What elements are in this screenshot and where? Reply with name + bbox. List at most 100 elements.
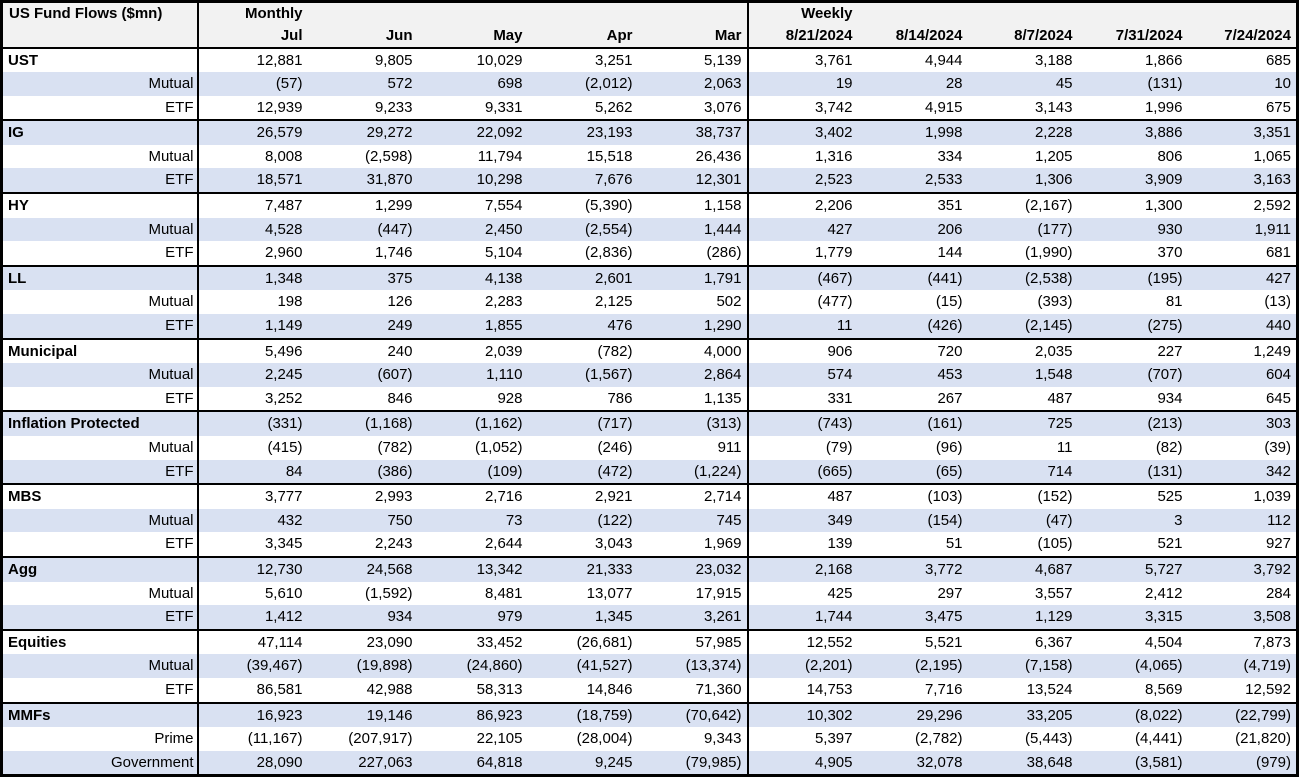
cell-ll-mutual-mar: 502	[637, 290, 749, 315]
cell-municipal-mutual-jun: (607)	[307, 363, 418, 387]
row-ust-mutual: Mutual (57) 572 698 (2,012) 2,063 19 28 45 (131) 1…	[1, 72, 1298, 96]
cell-hy-mutual-8-7-2024: (177)	[967, 217, 1078, 242]
row-hy-etf: ETF 2,960 1,746 5,104 (2,836) (286) 1,779 144 (1…	[1, 241, 1298, 266]
cell-inflation-protected-8-14-2024: (161)	[857, 410, 968, 436]
cell-ll-etf-8-7-2024: (2,145)	[967, 314, 1078, 339]
cell-ust-mutual-jun: 572	[307, 72, 418, 96]
column-header-7-24-2024: 7/24/2024	[1187, 24, 1298, 49]
cell-ig-etf-mar: 12,301	[637, 168, 749, 194]
cell-ust-jun: 9,805	[307, 46, 418, 73]
cell-ll-mutual-7-31-2024: 81	[1077, 290, 1188, 315]
cell-ust-mutual-apr: (2,012)	[527, 72, 638, 96]
cell-ig-etf-8-7-2024: 1,306	[967, 168, 1078, 194]
cell-agg-mar: 23,032	[637, 555, 749, 582]
cell-equities-8-14-2024: 5,521	[857, 628, 968, 655]
cell-inflation-protected-jun: (1,168)	[307, 410, 418, 436]
cell-mmfs-government-7-31-2024: (3,581)	[1077, 750, 1188, 776]
row-hy: HY 7,487 1,299 7,554 (5,390) 1,158 2,206 351 (2,…	[1, 192, 1298, 218]
cell-ll-8-14-2024: (441)	[857, 264, 968, 291]
cell-hy-etf-apr: (2,836)	[527, 241, 638, 266]
cell-mmfs-prime-8-14-2024: (2,782)	[857, 727, 968, 751]
cell-hy-etf-may: 5,104	[417, 241, 528, 266]
cell-ust-mutual-7-31-2024: (131)	[1077, 72, 1188, 96]
cell-ust-etf-jul: 12,939	[197, 95, 308, 121]
cell-ll-7-24-2024: 427	[1187, 264, 1298, 291]
column-header-jul: Jul	[197, 24, 308, 49]
row-label-ig-mutual: Mutual	[1, 144, 199, 169]
cell-inflation-protected-mutual-jul: (415)	[197, 436, 308, 460]
cell-hy-7-24-2024: 2,592	[1187, 192, 1298, 218]
cell-mmfs-government-8-21-2024: 4,905	[747, 750, 858, 776]
header-spacer	[417, 1, 528, 25]
cell-ll-mutual-may: 2,283	[417, 290, 528, 315]
cell-mbs-etf-jun: 2,243	[307, 532, 418, 557]
cell-agg-mutual-8-14-2024: 297	[857, 581, 968, 606]
cell-inflation-protected-mutual-mar: 911	[637, 436, 749, 460]
cell-mbs-etf-7-24-2024: 927	[1187, 532, 1298, 557]
cell-inflation-protected-jul: (331)	[197, 410, 308, 436]
cell-hy-etf-8-21-2024: 1,779	[747, 241, 858, 266]
cell-mmfs-government-apr: 9,245	[527, 750, 638, 776]
column-header-8-7-2024: 8/7/2024	[967, 24, 1078, 49]
cell-hy-apr: (5,390)	[527, 192, 638, 218]
row-label-mmfs: MMFs	[1, 701, 199, 728]
cell-agg-mutual-mar: 17,915	[637, 581, 749, 606]
cell-mbs-mutual-7-24-2024: 112	[1187, 508, 1298, 533]
cell-ll-etf-8-14-2024: (426)	[857, 314, 968, 339]
row-ig: IG 26,579 29,272 22,092 23,193 38,737 3,402 1,9…	[1, 119, 1298, 145]
cell-ust-mutual-may: 698	[417, 72, 528, 96]
cell-ig-mutual-8-21-2024: 1,316	[747, 144, 858, 169]
row-ust: UST 12,881 9,805 10,029 3,251 5,139 3,761 4,944…	[1, 46, 1298, 73]
cell-ust-mutual-8-7-2024: 45	[967, 72, 1078, 96]
cell-equities-7-31-2024: 4,504	[1077, 628, 1188, 655]
cell-equities-mutual-apr: (41,527)	[527, 654, 638, 678]
cell-hy-8-7-2024: (2,167)	[967, 192, 1078, 218]
row-label-equities: Equities	[1, 628, 199, 655]
cell-inflation-protected-mutual-8-21-2024: (79)	[747, 436, 858, 460]
cell-inflation-protected-etf-7-24-2024: 342	[1187, 459, 1298, 485]
cell-ust-etf-mar: 3,076	[637, 95, 749, 121]
cell-ll-mutual-7-24-2024: (13)	[1187, 290, 1298, 315]
row-inflation-protected: Inflation Protected (331) (1,168) (1,162) (7…	[1, 410, 1298, 436]
cell-ig-7-24-2024: 3,351	[1187, 119, 1298, 145]
cell-mbs-8-14-2024: (103)	[857, 483, 968, 509]
row-label-mmfs-government: Government	[1, 750, 199, 776]
cell-hy-etf-jul: 2,960	[197, 241, 308, 266]
cell-ig-mutual-7-31-2024: 806	[1077, 144, 1188, 169]
row-label-ll: LL	[1, 264, 199, 291]
cell-ig-etf-jul: 18,571	[197, 168, 308, 194]
header-spacer	[967, 1, 1078, 25]
cell-municipal-mutual-may: 1,110	[417, 363, 528, 387]
cell-ll-etf-may: 1,855	[417, 314, 528, 339]
cell-ig-etf-apr: 7,676	[527, 168, 638, 194]
cell-ig-etf-7-31-2024: 3,909	[1077, 168, 1188, 194]
cell-ll-etf-jul: 1,149	[197, 314, 308, 339]
row-inflation-protected-mutual: Mutual (415) (782) (1,052) (246) 911 (79) (96) 1…	[1, 436, 1298, 460]
cell-ust-may: 10,029	[417, 46, 528, 73]
cell-equities-jul: 47,114	[197, 628, 308, 655]
cell-inflation-protected-mutual-7-31-2024: (82)	[1077, 436, 1188, 460]
cell-inflation-protected-etf-may: (109)	[417, 459, 528, 485]
cell-ll-mutual-8-21-2024: (477)	[747, 290, 858, 315]
cell-municipal-etf-8-14-2024: 267	[857, 386, 968, 412]
cell-ll-mar: 1,791	[637, 264, 749, 291]
cell-agg-jun: 24,568	[307, 555, 418, 582]
row-label-equities-mutual: Mutual	[1, 654, 199, 678]
cell-ig-etf-7-24-2024: 3,163	[1187, 168, 1298, 194]
cell-agg-etf-may: 979	[417, 605, 528, 630]
header-row-sections: US Fund Flows ($mn) Monthly Weekly	[1, 1, 1298, 49]
cell-inflation-protected-etf-jul: 84	[197, 459, 308, 485]
row-label-hy: HY	[1, 192, 199, 218]
row-ll-etf: ETF 1,149 249 1,855 476 1,290 11 (426) (2,145) (2…	[1, 314, 1298, 339]
column-header-mar: Mar	[637, 24, 749, 49]
cell-ig-8-7-2024: 2,228	[967, 119, 1078, 145]
cell-ig-mutual-7-24-2024: 1,065	[1187, 144, 1298, 169]
cell-mbs-8-21-2024: 487	[747, 483, 858, 509]
cell-mbs-etf-8-7-2024: (105)	[967, 532, 1078, 557]
cell-equities-etf-jun: 42,988	[307, 677, 418, 703]
row-mbs-etf: ETF 3,345 2,243 2,644 3,043 1,969 139 51 (105) 52…	[1, 532, 1298, 557]
cell-agg-mutual-jul: 5,610	[197, 581, 308, 606]
row-label-hy-etf: ETF	[1, 241, 199, 266]
row-label-mbs-etf: ETF	[1, 532, 199, 557]
cell-ll-mutual-jun: 126	[307, 290, 418, 315]
